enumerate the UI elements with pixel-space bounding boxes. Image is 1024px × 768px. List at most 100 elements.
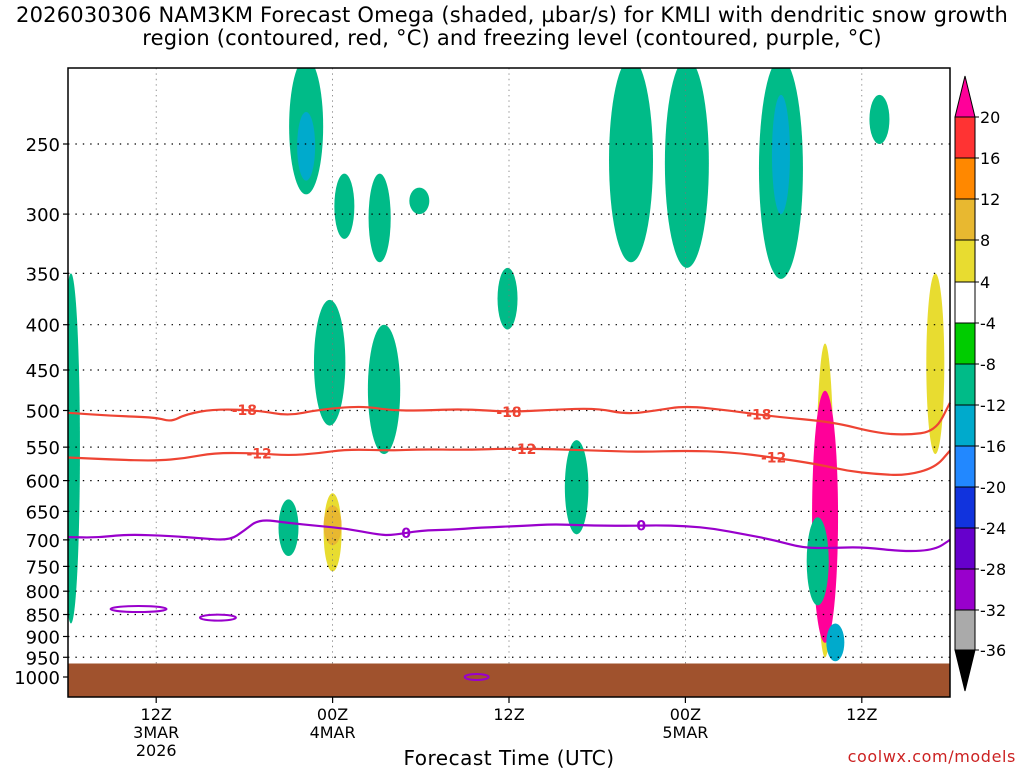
y-tick-label-950: 950 [26,648,60,669]
colorbar-box-9 [954,486,976,529]
x-tick-date-1: 4MAR [310,723,356,742]
colorbar-box-1 [954,157,976,200]
omega-region-6 [352,238,372,290]
freezing-level-line [67,519,951,553]
x-tick-year-0: 2026 [136,741,177,760]
omega-shading-layer [68,68,950,662]
colorbar-label-5: -4 [980,314,996,333]
freezing-closed-contour-2 [463,673,490,681]
x-tick-label-0: 12Z [141,705,172,724]
omega-region-31 [926,273,945,455]
y-tick-label-1000: 1000 [14,668,60,689]
colorbar-box-10 [954,527,976,570]
axes-layer: 250 300 350 400 450 500 550 600 650 700 750 800 850 9… [14,67,951,768]
x-axis-label: Forecast Time (UTC) [403,746,614,768]
colorbar-label-4: 4 [980,273,990,292]
colorbar-label-7: -12 [980,396,1006,415]
x-tick-date-0: 3MAR [133,723,179,742]
y-tick-label-650: 650 [26,502,60,523]
colorbar-box-0 [954,116,976,159]
omega-region-26 [812,390,839,643]
colorbar-box-7 [954,404,976,447]
colorbar-label-3: 8 [980,231,990,250]
dgz-bottom-label-2: -12 [761,450,786,466]
omega-region-15 [476,310,497,339]
credit-text: coolwx.com/models [847,747,1016,766]
dgz-bottom-line [67,447,951,476]
omega-region-8 [367,324,401,455]
omega-region-7 [313,299,346,426]
colorbar: 20 16 12 8 4 -4 -8 -12 -16 -20 -24 -28 -32 -36 [954,75,1006,692]
surface-fill [68,663,950,697]
y-tick-label-550: 550 [26,438,60,459]
x-tick-label-1: 00Z [317,705,348,724]
omega-region-3 [334,173,355,239]
omega-region-9 [278,499,299,557]
y-tick-label-600: 600 [26,472,60,493]
colorbar-label-0: 20 [980,108,1000,127]
x-tick-label-2: 12Z [493,705,524,724]
contour-layer: -18 -18 -18 -12 -12 -12 0 0 [67,402,951,681]
colorbar-box-6 [954,363,976,406]
x-tick-label-4: 12Z [846,705,877,724]
y-tick-label-700: 700 [26,531,60,552]
colorbar-bottom-arrow [954,649,976,692]
surface-layer [68,663,950,697]
grid-layer [68,68,950,697]
omega-region-16 [564,440,589,535]
freezing-level-label-0: 0 [401,526,411,542]
omega-region-13 [406,539,427,587]
colorbar-box-5 [954,322,976,365]
omega-region-0 [68,273,80,624]
omega-region-18 [609,68,654,263]
freezing-closed-contour-1 [198,613,237,622]
colorbar-label-1: 16 [980,149,1000,168]
chart-title: 2026030306 NAM3KM Forecast Omega (shaded… [16,3,1008,50]
y-tick-label-400: 400 [26,316,60,337]
omega-region-32 [869,94,890,144]
x-tick-label-3: 00Z [670,705,701,724]
omega-region-29 [840,528,861,572]
colorbar-label-12: -32 [980,601,1006,620]
y-tick-label-300: 300 [26,205,60,226]
y-tick-label-250: 250 [26,135,60,156]
colorbar-label-2: 12 [980,190,1000,209]
colorbar-top-arrow [954,75,976,118]
colorbar-label-8: -16 [980,437,1006,456]
colorbar-label-6: -8 [980,355,996,374]
omega-region-19 [664,68,709,268]
freezing-level-label-1: 0 [636,519,646,535]
colorbar-box-2 [954,198,976,241]
omega-region-28 [826,623,845,662]
colorbar-label-9: -20 [980,478,1006,497]
omega-region-14 [497,267,518,330]
colorbar-box-4 [954,281,976,324]
dgz-top-line [67,402,951,436]
colorbar-box-3 [954,239,976,283]
colorbar-label-10: -24 [980,519,1006,538]
y-tick-label-800: 800 [26,582,60,603]
colorbar-box-11 [954,568,976,611]
y-tick-label-500: 500 [26,402,60,423]
omega-region-23 [771,94,790,215]
freezing-closed-contour-0 [109,605,168,614]
omega-region-4 [368,173,391,263]
dgz-bottom-label-1: -12 [511,442,536,458]
y-tick-label-350: 350 [26,264,60,285]
colorbar-box-12 [954,609,976,651]
dgz-top-label-0: -18 [232,403,257,419]
omega-region-21 [743,304,769,403]
omega-region-12 [323,505,342,546]
omega-region-2 [297,111,316,181]
dgz-bottom-label-0: -12 [246,446,271,462]
dgz-top-label-1: -18 [496,405,521,421]
y-tick-label-450: 450 [26,361,60,382]
y-tick-label-750: 750 [26,557,60,578]
omega-region-5 [409,187,430,215]
colorbar-label-11: -28 [980,560,1006,579]
colorbar-label-13: -36 [980,641,1006,660]
omega-region-27 [806,517,829,606]
y-tick-label-850: 850 [26,606,60,627]
colorbar-box-8 [954,445,976,488]
